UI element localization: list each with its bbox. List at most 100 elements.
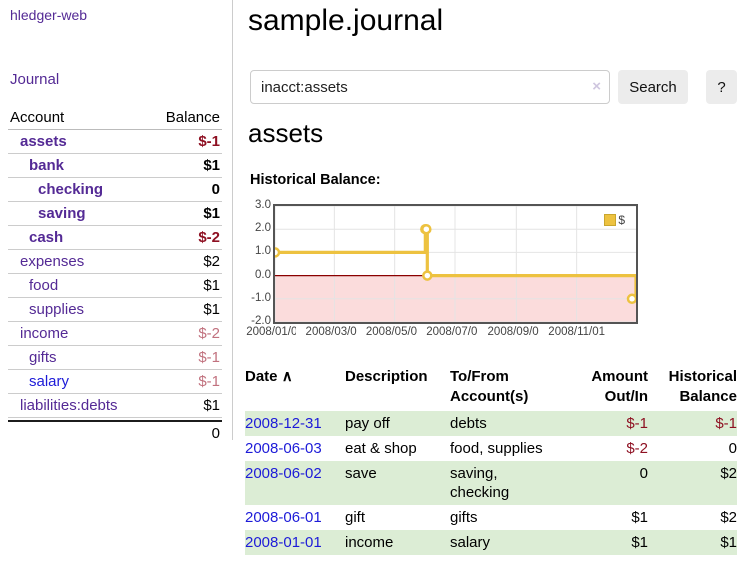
transaction-balance: $1 (648, 530, 737, 555)
account-row: gifts $-1 (8, 346, 222, 370)
account-row: liabilities:debts $1 (8, 394, 222, 418)
search-form: × Search ? (250, 70, 742, 104)
account-link-food[interactable]: food (29, 277, 59, 294)
transaction-description: pay off (345, 411, 450, 436)
register-table: Date ∧ Description To/From Account(s) Am… (245, 366, 737, 555)
transaction-description: income (345, 530, 450, 555)
search-button[interactable]: Search (618, 70, 688, 104)
column-accounts: To/From Account(s) (450, 368, 529, 405)
column-amount: Amount Out/In (591, 368, 648, 405)
accounts-header: Account Balance (8, 106, 222, 130)
accounts-total-value: 0 (211, 425, 220, 442)
account-row: supplies $1 (8, 298, 222, 322)
search-input-wrap: × (250, 70, 610, 104)
transaction-accounts: debts (450, 411, 568, 436)
x-tick-label: 2008/11/01 (538, 326, 615, 338)
y-tick-label: -1.0 (251, 291, 271, 304)
app-brand-link[interactable]: hledger-web (10, 7, 88, 23)
transaction-accounts: food, supplies (450, 440, 543, 457)
help-button[interactable]: ? (706, 70, 737, 104)
account-link-checking[interactable]: checking (38, 181, 104, 198)
chart-y-axis: 3.0 2.0 1.0 0.0 -1.0 -2.0 (245, 199, 271, 327)
account-link-bank[interactable]: bank (29, 157, 65, 174)
transaction-date-link[interactable]: 2008-12-31 (245, 415, 322, 432)
sidebar-item-journal[interactable]: Journal (10, 71, 60, 88)
y-tick-label: 3.0 (255, 199, 271, 211)
account-balance: $-1 (198, 133, 220, 150)
y-tick-label: 2.0 (255, 222, 271, 235)
transaction-amount: 0 (568, 461, 648, 505)
page-title: sample.journal (248, 4, 444, 37)
accounts-tree: Account Balance assets $-1 bank $1 checkin… (8, 106, 222, 445)
legend-swatch-icon (604, 214, 617, 226)
transaction-description: save (345, 461, 450, 505)
x-tick-label: 2008/05/01 (356, 326, 433, 338)
transaction-description: eat & shop (345, 440, 417, 457)
account-row: assets $-1 (8, 130, 222, 154)
account-link-supplies[interactable]: supplies (29, 301, 85, 318)
chart-plot-area: $ (273, 204, 638, 324)
register-row: 2008-06-03 eat & shop food, supplies $-2… (245, 436, 737, 461)
y-tick-label: 1.0 (255, 245, 271, 258)
account-link-cash[interactable]: cash (29, 229, 64, 246)
transaction-balance: $2 (720, 509, 737, 526)
transaction-amount: $-2 (626, 440, 648, 457)
account-balance: $1 (203, 397, 220, 414)
chart-title: Historical Balance: (250, 172, 381, 188)
register-row: 2008-06-02 save saving, checking 0 $2 (245, 461, 737, 505)
transaction-description: gift (345, 509, 366, 526)
column-description: Description (345, 368, 428, 385)
chart-legend: $ (602, 212, 627, 228)
account-balance: $1 (203, 205, 220, 222)
transaction-date-link[interactable]: 2008-06-03 (245, 440, 322, 457)
transaction-balance: 0 (728, 440, 737, 457)
register-row: 2008-06-01 gift gifts $1 $2 (245, 505, 737, 530)
transaction-accounts: gifts (450, 509, 478, 526)
account-row: cash $-2 (8, 226, 222, 250)
accounts-header-account: Account (10, 109, 65, 126)
sort-ascending-icon: ∧ (281, 368, 293, 385)
sidebar: hledger-web Journal Account Balance asse… (0, 0, 233, 442)
clear-search-icon[interactable]: × (592, 78, 601, 95)
account-heading: assets (248, 118, 324, 148)
account-row: bank $1 (8, 154, 222, 178)
register-header-row: Date ∧ Description To/From Account(s) Am… (245, 366, 737, 411)
x-tick-label: 2008/03/01 (296, 326, 373, 338)
account-balance: $-1 (198, 373, 220, 390)
account-link-gifts[interactable]: gifts (29, 349, 57, 366)
search-input[interactable] (250, 70, 610, 104)
y-tick-label: -2.0 (251, 315, 271, 327)
column-date-sort[interactable]: Date ∧ (245, 368, 293, 385)
account-balance: $1 (203, 301, 220, 318)
transaction-balance: $2 (648, 461, 737, 505)
transaction-amount: $-1 (568, 411, 648, 436)
account-row: checking 0 (8, 178, 222, 202)
account-link-saving[interactable]: saving (38, 205, 86, 222)
account-balance: $-2 (198, 229, 220, 246)
y-tick-label: 0.0 (255, 268, 271, 281)
transaction-accounts: saving, checking (450, 461, 568, 505)
account-link-salary[interactable]: salary (29, 373, 70, 390)
historical-balance-chart: 3.0 2.0 1.0 0.0 -1.0 -2.0 $ 2008/01/01 2008/03… (237, 199, 685, 343)
account-link-assets[interactable]: assets (20, 133, 67, 150)
transaction-amount: $1 (631, 509, 648, 526)
account-balance: 0 (211, 181, 220, 198)
account-link-income[interactable]: income (20, 325, 69, 342)
accounts-total-row: 0 (8, 420, 222, 445)
transaction-accounts: salary (450, 530, 568, 555)
legend-label: $ (618, 213, 625, 227)
account-row: salary $-1 (8, 370, 222, 394)
transaction-date-link[interactable]: 2008-01-01 (245, 534, 322, 551)
transaction-date-link[interactable]: 2008-06-01 (245, 509, 322, 526)
x-tick-label: 2008/07/01 (417, 326, 493, 338)
register-row: 2008-12-31 pay off debts $-1 $-1 (245, 411, 737, 436)
account-row: saving $1 (8, 202, 222, 226)
account-row: income $-2 (8, 322, 222, 346)
account-link-liabilities-debts[interactable]: liabilities:debts (20, 397, 118, 414)
account-link-expenses[interactable]: expenses (20, 253, 85, 270)
account-balance: $-1 (198, 349, 220, 366)
account-row: expenses $2 (8, 250, 222, 274)
transaction-date-link[interactable]: 2008-06-02 (245, 465, 322, 482)
transaction-amount: $1 (568, 530, 648, 555)
account-balance: $1 (203, 157, 220, 174)
